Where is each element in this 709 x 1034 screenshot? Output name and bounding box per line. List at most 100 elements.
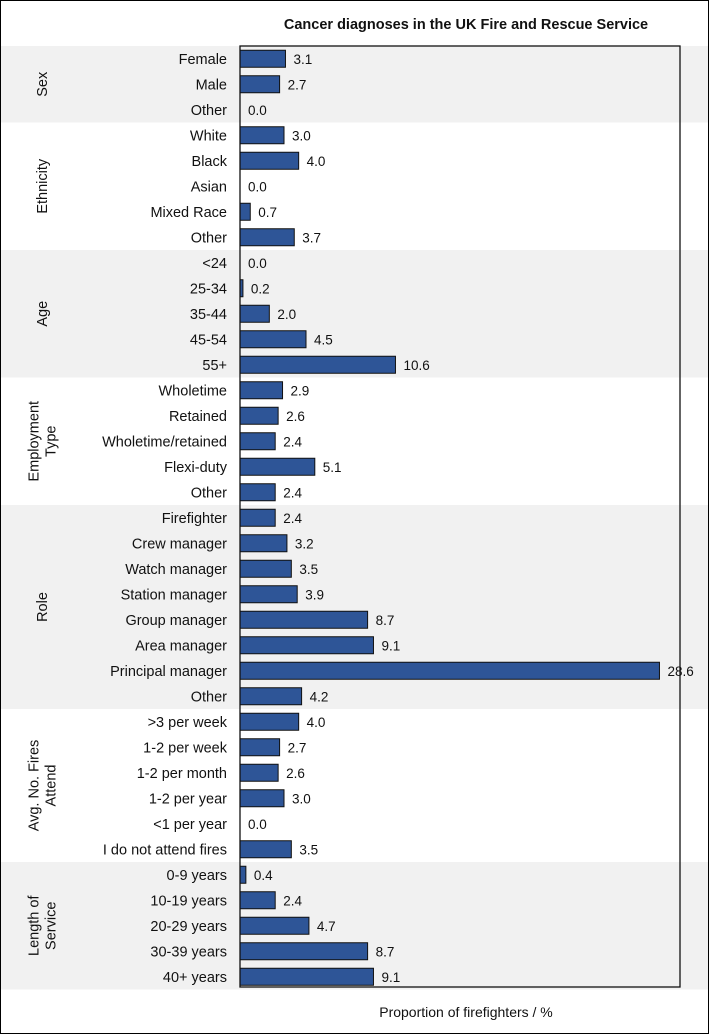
data-label: 3.0 bbox=[292, 791, 311, 806]
group-label: Ethnicity bbox=[35, 158, 51, 214]
data-label: 0.0 bbox=[248, 103, 267, 118]
category-label: Other bbox=[191, 230, 227, 246]
category-label: Area manager bbox=[135, 638, 227, 654]
data-label: 10.6 bbox=[403, 358, 429, 373]
group-band bbox=[1, 709, 708, 862]
category-label: >3 per week bbox=[148, 715, 228, 731]
data-label: 4.0 bbox=[307, 715, 326, 730]
group-label: Length ofService bbox=[27, 895, 60, 956]
data-label: 3.5 bbox=[299, 842, 318, 857]
category-label: 40+ years bbox=[163, 970, 227, 986]
bar bbox=[239, 942, 369, 961]
data-label: 2.7 bbox=[288, 77, 307, 92]
data-label: 2.4 bbox=[283, 511, 302, 526]
bar bbox=[239, 712, 300, 731]
data-label: 0.4 bbox=[254, 868, 273, 883]
category-label: 20-29 years bbox=[150, 919, 227, 935]
data-label: 4.5 bbox=[314, 332, 333, 347]
data-label: 2.4 bbox=[283, 434, 302, 449]
data-label: 3.2 bbox=[295, 536, 314, 551]
category-label: White bbox=[190, 128, 227, 144]
category-label: Watch manager bbox=[125, 562, 227, 578]
category-label: Asian bbox=[191, 179, 227, 195]
data-label: 2.0 bbox=[277, 307, 296, 322]
category-label: Other bbox=[191, 485, 227, 501]
bar bbox=[239, 406, 279, 425]
category-label: Firefighter bbox=[162, 511, 227, 527]
category-label: 30-39 years bbox=[150, 944, 227, 960]
bar bbox=[239, 891, 276, 910]
group-label: Role bbox=[35, 592, 51, 622]
category-label: 1-2 per month bbox=[137, 766, 227, 782]
category-label: Mixed Race bbox=[150, 205, 227, 221]
data-label: 9.1 bbox=[381, 970, 400, 985]
group-label-line: Age bbox=[35, 301, 51, 327]
bar bbox=[239, 738, 281, 757]
data-label: 0.2 bbox=[251, 281, 270, 296]
category-label: Flexi-duty bbox=[164, 460, 228, 476]
category-label: Principal manager bbox=[110, 664, 227, 680]
data-label: 2.6 bbox=[286, 409, 305, 424]
bar bbox=[239, 967, 374, 986]
bar bbox=[239, 916, 310, 935]
group-label-line: Role bbox=[35, 592, 51, 622]
group-label-line: Type bbox=[44, 426, 60, 457]
category-label: Wholetime bbox=[159, 383, 228, 399]
bar bbox=[239, 202, 251, 221]
category-label: I do not attend fires bbox=[103, 842, 227, 858]
data-label: 3.9 bbox=[305, 587, 324, 602]
category-label: Retained bbox=[169, 409, 227, 425]
category-label: Male bbox=[196, 77, 227, 93]
data-label: 3.0 bbox=[292, 128, 311, 143]
group-label-line: Service bbox=[44, 902, 60, 950]
data-label: 8.7 bbox=[376, 944, 395, 959]
bar bbox=[239, 432, 276, 451]
data-label: 2.4 bbox=[283, 485, 302, 500]
group-label-line: Avg. No. Fires bbox=[27, 740, 43, 832]
category-label: Other bbox=[191, 103, 227, 119]
bar bbox=[239, 483, 276, 502]
group-band bbox=[1, 46, 708, 123]
bar bbox=[239, 228, 295, 247]
group-label: Avg. No. FiresAttend bbox=[27, 740, 60, 832]
data-label: 8.7 bbox=[376, 613, 395, 628]
data-label: 3.7 bbox=[302, 230, 321, 245]
data-label: 3.5 bbox=[299, 562, 318, 577]
bar bbox=[239, 457, 316, 476]
data-label: 2.6 bbox=[286, 766, 305, 781]
bar bbox=[239, 126, 285, 145]
bar bbox=[239, 763, 279, 782]
data-label: 4.2 bbox=[310, 689, 329, 704]
bar bbox=[239, 585, 298, 604]
bar bbox=[239, 381, 284, 400]
data-label: 2.7 bbox=[288, 740, 307, 755]
bar bbox=[239, 687, 303, 706]
group-label: Sex bbox=[35, 71, 51, 97]
group-label-line: Length of bbox=[27, 895, 43, 956]
category-label: 45-54 bbox=[190, 332, 227, 348]
data-label: 5.1 bbox=[323, 460, 342, 475]
bar bbox=[239, 508, 276, 527]
data-label: 9.1 bbox=[381, 638, 400, 653]
x-axis-label: Proportion of firefighters / % bbox=[379, 1004, 553, 1020]
bar bbox=[239, 534, 288, 553]
bar bbox=[239, 661, 660, 680]
group-label: Age bbox=[35, 301, 51, 327]
category-label: Station manager bbox=[121, 587, 228, 603]
category-label: 25-34 bbox=[190, 281, 227, 297]
data-label: 4.7 bbox=[317, 919, 336, 934]
data-label: 2.4 bbox=[283, 893, 302, 908]
category-label: 1-2 per week bbox=[143, 740, 228, 756]
group-band bbox=[1, 377, 708, 505]
bar bbox=[239, 355, 396, 374]
bar bbox=[239, 840, 292, 859]
group-label-line: Employment bbox=[27, 401, 43, 482]
bar bbox=[239, 610, 369, 629]
bar bbox=[239, 151, 300, 170]
category-label: 35-44 bbox=[190, 307, 227, 323]
group-label-line: Attend bbox=[44, 765, 60, 807]
plot-area-border bbox=[239, 45, 681, 988]
bar bbox=[239, 636, 374, 655]
group-label-line: Sex bbox=[35, 71, 51, 97]
